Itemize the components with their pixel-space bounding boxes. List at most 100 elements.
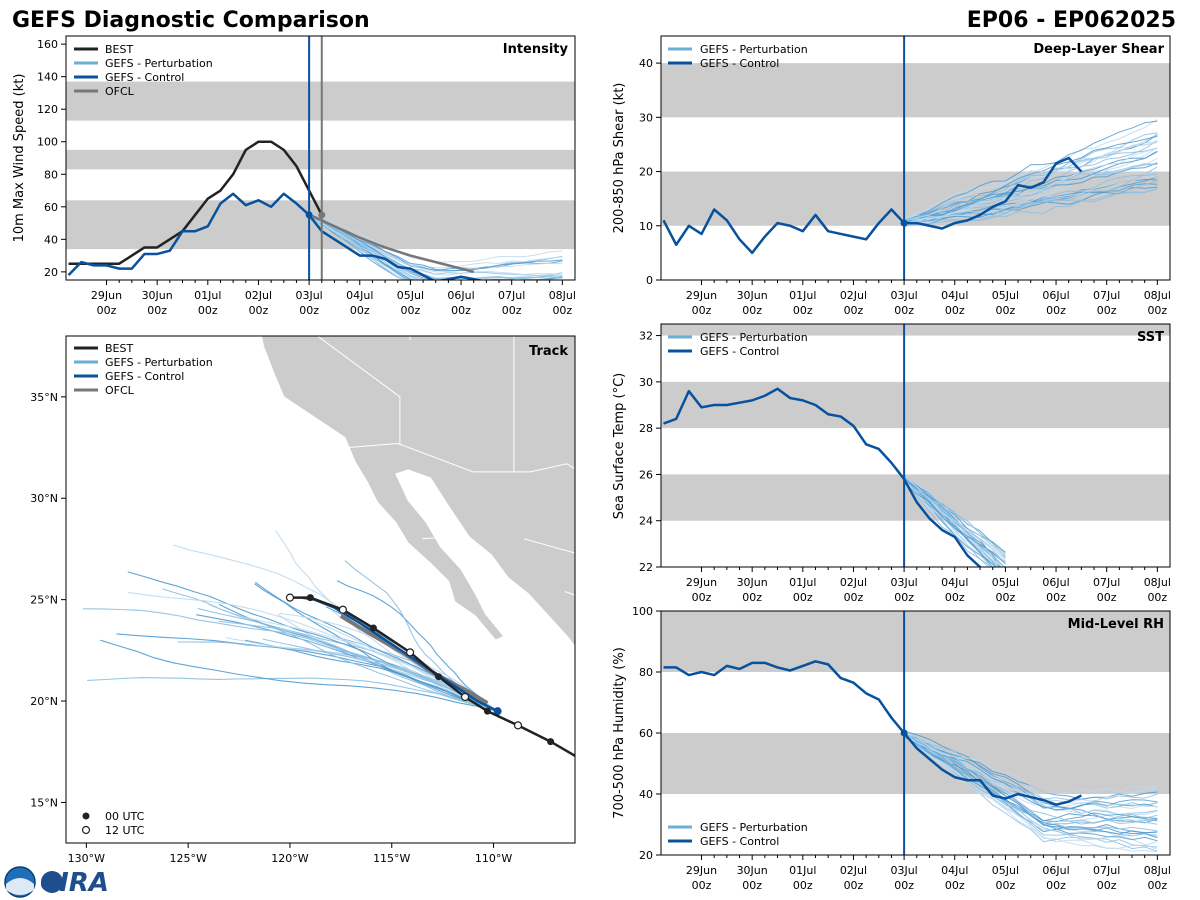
x-tick-label: 05Jul: [992, 576, 1019, 589]
x-tick-label: 04Jul: [941, 864, 968, 877]
x-tick-label: 00z: [894, 591, 914, 604]
x-tick-label: 00z: [844, 304, 864, 317]
sst-perturbation-line: [903, 482, 997, 567]
x-tick-label: 00z: [742, 304, 762, 317]
x-tick-label: 08Jul: [1144, 289, 1171, 302]
y-tick-label: 30: [639, 111, 653, 124]
x-tick-label: 01Jul: [194, 289, 221, 302]
intensity-ylabel: 10m Max Wind Speed (kt): [12, 74, 27, 243]
x-tick-label: 00z: [945, 304, 965, 317]
sst-perturbation-line: [903, 478, 1006, 567]
x-tick-label: 00z: [692, 879, 712, 892]
x-tick-label: 00z: [844, 879, 864, 892]
x-tick-label: 00z: [844, 591, 864, 604]
shear-panel: 0 10 20 30 40 29Jun 00z 30Jun 00z 01Jul 00z 02Jul 00…: [639, 35, 1171, 317]
x-tick-label: 00z: [742, 591, 762, 604]
x-tick-label: 03Jul: [295, 289, 322, 302]
legend-control: GEFS - Control: [700, 835, 779, 848]
shear-perturbation-line: [904, 188, 1158, 227]
rh-ylabel: 700-500 hPa Humidity (%): [612, 647, 627, 819]
shear-perturbation-line: [903, 141, 1158, 222]
y-tick-label: 28: [639, 422, 653, 435]
lon-tick-label: 130°W: [68, 852, 105, 865]
sst-band: [661, 324, 1170, 336]
lon-tick-label: 125°W: [169, 852, 206, 865]
x-tick-label: 04Jul: [941, 289, 968, 302]
x-tick-label: 00z: [249, 304, 269, 317]
x-tick-label: 06Jul: [1042, 576, 1069, 589]
legend-best: BEST: [105, 43, 133, 56]
y-tick-label: 100: [632, 605, 653, 618]
x-tick-label: 29Jun: [91, 289, 122, 302]
x-tick-label: 00z: [299, 304, 319, 317]
y-tick-label: 40: [639, 57, 653, 70]
legend-best: BEST: [105, 342, 133, 355]
shear-perturbation-line: [903, 140, 1158, 226]
shear-perturbation-line: [903, 175, 1158, 228]
track-panel: 15°N 20°N 25°N 30°N 35°N 130°W 125°W 120°W 115°W…: [30, 335, 576, 865]
x-tick-label: 06Jul: [1042, 289, 1069, 302]
x-tick-label: 00z: [198, 304, 218, 317]
x-tick-label: 00z: [401, 304, 421, 317]
legend-perturbation: GEFS - Perturbation: [700, 331, 808, 344]
x-tick-label: 04Jul: [941, 576, 968, 589]
intensity-perturbation-line: [308, 213, 563, 271]
shear-perturbation-line: [903, 147, 1158, 226]
best-12utc-point: [513, 721, 523, 730]
x-tick-label: 00z: [1097, 591, 1117, 604]
track-legend: BEST GEFS - Perturbation GEFS - Control …: [74, 342, 213, 837]
shear-legend: GEFS - Perturbation GEFS - Control: [668, 43, 808, 70]
intensity-band: [66, 149, 575, 170]
shear-gefs-control-line: [662, 156, 1083, 255]
rh-gefs-control-line: [663, 660, 1082, 806]
sst-perturbation-line: [903, 477, 1006, 554]
y-tick-label: 32: [639, 330, 653, 343]
track-perturbation-line: [196, 614, 498, 712]
best-00utc-point: [369, 624, 377, 632]
rh-perturbation-line: [903, 732, 1158, 808]
x-tick-label: 00z: [1046, 304, 1066, 317]
x-tick-label: 00z: [502, 304, 522, 317]
x-tick-label: 30Jun: [737, 864, 768, 877]
x-tick-label: 00z: [793, 879, 813, 892]
intensity-perturbation-line: [308, 212, 412, 280]
figure-title: GEFS Diagnostic Comparison: [12, 8, 370, 33]
x-tick-label: 00z: [945, 879, 965, 892]
best-00utc-point: [435, 673, 443, 681]
x-tick-label: 04Jul: [346, 289, 373, 302]
x-tick-label: 00z: [894, 304, 914, 317]
sst-gefs-control-line: [663, 387, 981, 567]
track-control-init-point: [493, 707, 502, 716]
lat-tick-label: 35°N: [30, 391, 58, 404]
x-tick-label: 06Jul: [1042, 864, 1069, 877]
rh-perturbation-line: [903, 732, 1158, 795]
x-tick-label: 02Jul: [840, 576, 867, 589]
x-tick-label: 00z: [742, 879, 762, 892]
x-tick-label: 00z: [147, 304, 167, 317]
legend-perturbation: GEFS - Perturbation: [105, 57, 213, 70]
lon-tick-label: 115°W: [373, 852, 410, 865]
shear-init-point: [900, 219, 908, 227]
sst-band: [661, 381, 1170, 429]
cira-logo-text: CIRA: [40, 868, 109, 898]
x-tick-label: 07Jul: [1093, 289, 1120, 302]
x-tick-label: 05Jul: [992, 864, 1019, 877]
legend-control: GEFS - Control: [105, 71, 184, 84]
x-tick-label: 00z: [692, 591, 712, 604]
x-tick-label: 02Jul: [840, 864, 867, 877]
storm-id: EP06 - EP062025: [967, 8, 1176, 33]
border-line: [564, 591, 575, 596]
x-tick-label: 03Jul: [890, 289, 917, 302]
y-tick-label: 22: [639, 561, 653, 574]
x-tick-label: 02Jul: [840, 289, 867, 302]
x-tick-label: 00z: [1046, 879, 1066, 892]
x-tick-label: 29Jun: [686, 289, 717, 302]
track-map-area: [82, 336, 575, 757]
sst-frame: [660, 323, 1171, 568]
x-tick-label: 00z: [552, 304, 572, 317]
cira-logo: CIRA: [40, 868, 109, 898]
border-line: [523, 538, 575, 554]
legend-perturbation: GEFS - Perturbation: [700, 43, 808, 56]
lon-tick-label: 120°W: [271, 852, 308, 865]
